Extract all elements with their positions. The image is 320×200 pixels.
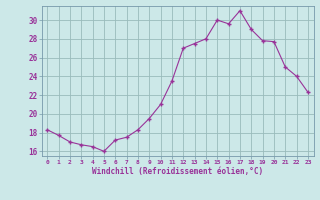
X-axis label: Windchill (Refroidissement éolien,°C): Windchill (Refroidissement éolien,°C) (92, 167, 263, 176)
